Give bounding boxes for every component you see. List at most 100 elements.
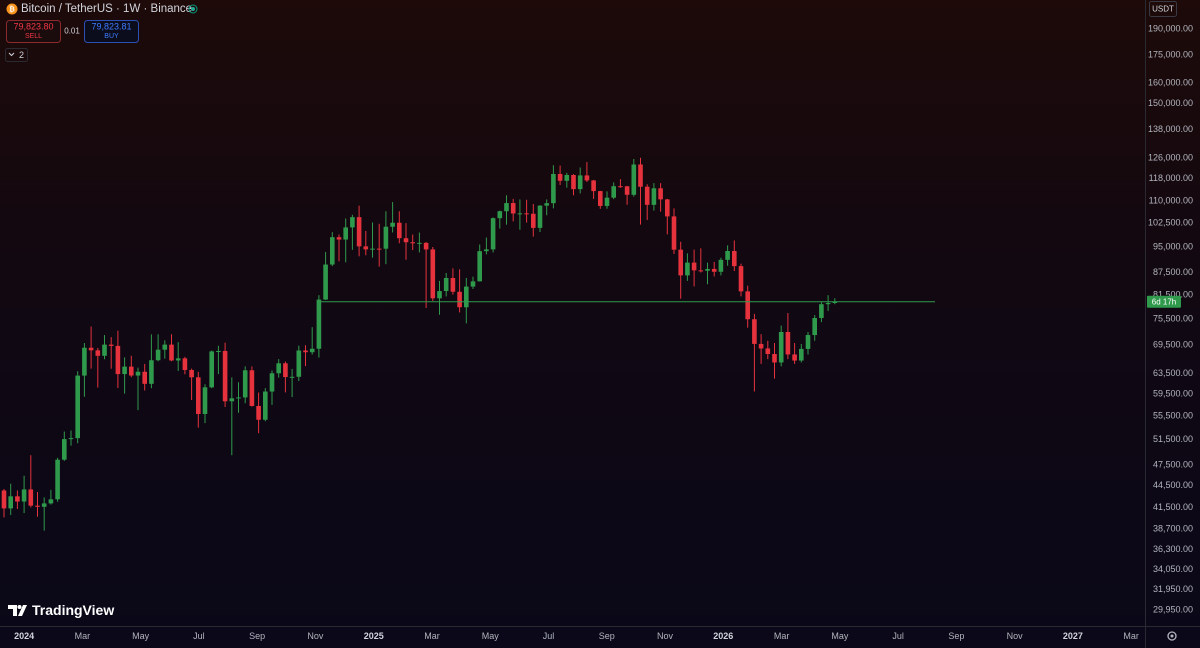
x-tick-label: Nov	[1007, 631, 1024, 641]
candle-body	[343, 227, 348, 240]
x-tick-label: May	[831, 631, 849, 641]
candle-body	[423, 242, 429, 250]
y-tick-label: 51,500.00	[1153, 434, 1193, 444]
candle-body	[443, 278, 449, 292]
candle-body	[691, 262, 697, 271]
candle-body	[504, 203, 509, 212]
settings-icon[interactable]	[1167, 631, 1177, 641]
candle-body	[812, 317, 817, 336]
candle-body	[591, 180, 596, 192]
candle-body	[598, 191, 603, 206]
buy-button[interactable]	[84, 20, 139, 43]
candle-body	[397, 222, 402, 239]
candle-body	[517, 213, 523, 215]
logo-text[interactable]: TradingView	[32, 602, 114, 618]
candle-body	[222, 350, 228, 402]
candle-body	[316, 299, 322, 349]
candle-body	[665, 199, 670, 217]
candle-body	[376, 248, 382, 250]
currency-button[interactable]	[1149, 1, 1177, 17]
candle-body	[122, 366, 127, 375]
x-tick-label: 2027	[1063, 631, 1083, 641]
candle-body	[685, 262, 690, 276]
candle-body	[390, 222, 395, 227]
candle-body	[363, 246, 369, 250]
candle-body	[644, 186, 650, 205]
candle-body	[15, 496, 20, 502]
candle-body	[544, 203, 549, 206]
candle-body	[142, 371, 147, 384]
x-tick-label: Jul	[193, 631, 205, 641]
candle-body	[216, 350, 221, 352]
settings-icon-center	[1170, 634, 1174, 638]
candle-body	[162, 344, 168, 350]
candle-body	[296, 350, 302, 377]
buy-label: BUY	[104, 33, 119, 40]
candle-body	[283, 363, 288, 378]
candle-body	[584, 175, 590, 181]
candle-body	[658, 188, 663, 200]
candle-body	[711, 268, 717, 272]
candle-body	[108, 344, 114, 346]
y-tick-label: 41,500.00	[1153, 502, 1193, 512]
countdown-text: 6d 17h	[1152, 297, 1176, 306]
plot-area	[1, 157, 935, 531]
order-quantity[interactable]: 0.01	[64, 27, 80, 36]
x-tick-label: Mar	[75, 631, 91, 641]
bitcoin-icon	[6, 3, 18, 15]
candle-body	[571, 174, 576, 190]
candle-body	[383, 226, 389, 249]
candle-body	[732, 251, 737, 267]
y-tick-label: 34,050.00	[1153, 564, 1193, 574]
x-tick-label: Sep	[948, 631, 964, 641]
y-tick-label: 138,000.00	[1148, 124, 1193, 134]
y-tick-label: 102,500.00	[1148, 217, 1193, 227]
candle-body	[356, 217, 362, 247]
sell-button[interactable]	[6, 20, 61, 43]
candle-body	[263, 391, 268, 420]
x-tick-label: May	[482, 631, 500, 641]
chevron-icon	[8, 52, 15, 57]
x-tick-label: Jul	[543, 631, 555, 641]
y-tick-label: 44,500.00	[1153, 480, 1193, 490]
candle-body	[738, 266, 744, 292]
candle-body	[457, 291, 462, 308]
x-tick-label: Jul	[892, 631, 904, 641]
x-tick-label: 2026	[713, 631, 733, 641]
candle-body	[1, 490, 7, 509]
y-tick-label: 59,500.00	[1153, 388, 1193, 398]
candle-body	[330, 237, 335, 265]
candle-body	[825, 303, 831, 305]
candle-body	[564, 174, 570, 181]
candle-body	[202, 387, 208, 414]
indicators-toggle[interactable]	[5, 48, 28, 62]
candle-body	[196, 377, 201, 414]
candle-body	[289, 376, 295, 378]
sell-price: 79,823.80	[13, 21, 53, 31]
candle-body	[765, 348, 771, 354]
candle-body	[62, 439, 67, 460]
candle-body	[41, 503, 47, 507]
candle-body	[249, 370, 255, 406]
candle-body	[832, 301, 838, 304]
y-tick-label: 38,700.00	[1153, 524, 1193, 534]
candle-body	[169, 344, 174, 361]
y-tick-label: 29,950.00	[1153, 604, 1193, 614]
y-tick-label: 36,300.00	[1153, 544, 1193, 554]
candle-body	[805, 335, 811, 349]
x-tick-label: Mar	[424, 631, 440, 641]
candle-body	[531, 213, 536, 228]
y-tick-label: 63,500.00	[1153, 368, 1193, 378]
x-tick-label: Mar	[774, 631, 790, 641]
x-tick-label: Sep	[599, 631, 615, 641]
candle-body	[725, 251, 730, 260]
indicators-count: 2	[19, 50, 24, 60]
candle-body	[778, 331, 784, 363]
candle-body	[477, 251, 482, 282]
candle-body	[336, 237, 342, 240]
candle-body	[417, 242, 422, 244]
symbol-title[interactable]: Bitcoin / TetherUS · 1W · Binance	[21, 3, 192, 15]
x-tick-label: May	[132, 631, 150, 641]
candle-body	[256, 405, 261, 420]
